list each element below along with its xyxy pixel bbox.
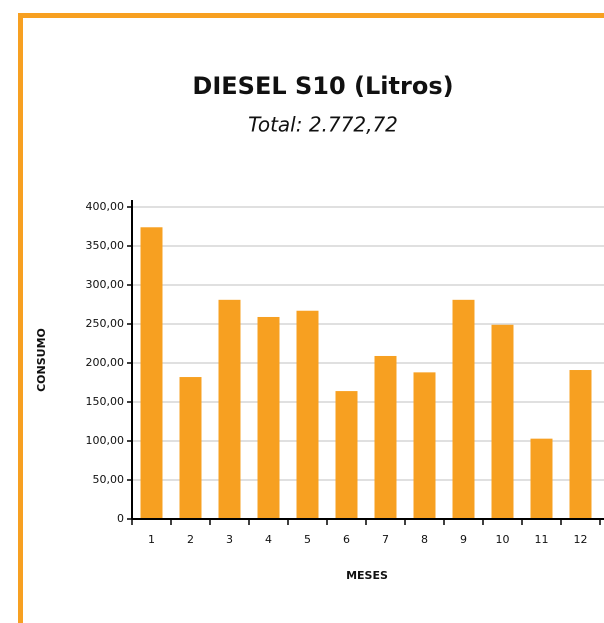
x-tick-label: 11 [535,533,549,546]
y-tick-label: 100,00 [86,434,125,447]
bar [218,299,241,519]
chart-subtitle: Total: 2.772,72 [248,113,398,137]
bar [452,299,475,519]
y-tick-label: 250,00 [86,317,125,330]
x-tick-label: 12 [574,533,588,546]
y-tick-label: 300,00 [86,278,125,291]
x-tick-label: 6 [343,533,350,546]
bar [296,310,319,519]
bar [140,227,163,519]
bar [569,370,592,519]
y-tick-label: 350,00 [86,239,125,252]
y-tick-label: 400,00 [86,200,125,213]
bar [530,438,553,519]
bar [257,316,280,519]
y-tick-label: 200,00 [86,356,125,369]
bar [413,372,436,519]
frame-top [18,13,604,18]
x-tick-label: 3 [226,533,233,546]
y-tick-label: 0 [117,512,124,525]
x-tick-label: 9 [460,533,467,546]
bar [335,391,358,519]
chart-title: DIESEL S10 (Litros) [192,72,453,100]
x-tick-label: 10 [496,533,510,546]
x-tick-label: 2 [187,533,194,546]
y-tick-label: 150,00 [86,395,125,408]
bar [179,377,202,519]
y-axis-label: CONSUMO [35,328,48,392]
x-tick-label: 5 [304,533,311,546]
bar [491,324,514,519]
x-tick-label: 1 [148,533,155,546]
frame-left [18,13,23,623]
x-tick-label: 4 [265,533,272,546]
x-axis-label: MESES [346,569,388,582]
x-tick-label: 8 [421,533,428,546]
y-tick-label: 50,00 [93,473,125,486]
x-tick-label: 7 [382,533,389,546]
bar [374,355,397,519]
